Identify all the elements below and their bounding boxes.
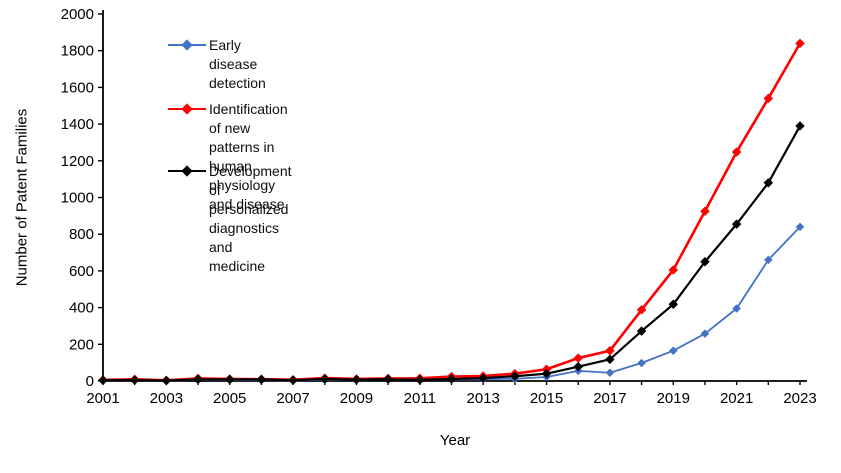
data-point-marker [636,326,647,336]
data-point-marker [668,265,679,275]
data-point-marker [510,371,520,382]
x-tick-label: 2001 [86,390,119,407]
data-point-marker [319,374,330,384]
data-point-marker [541,368,552,379]
x-axis-title: Year [439,432,471,449]
y-tick-label: 200 [69,336,94,353]
data-point-marker [573,361,584,372]
data-point-marker [161,375,172,386]
data-point-marker [763,177,774,188]
y-tick-label: 1400 [61,116,94,133]
y-tick-label: 600 [69,263,94,280]
y-axis-title: Number of Patent Families [13,108,31,287]
y-tick-label: 1000 [61,190,94,207]
data-point-marker [731,147,742,157]
data-point-marker [129,375,140,385]
legend-marker-blue [168,36,206,54]
legend-label: Development of personalized diagnostics … [209,163,292,274]
legend-item-new-patterns: Identification of new patterns in human … [168,100,288,214]
data-point-marker [668,346,678,356]
y-tick-label: 1200 [61,153,94,170]
y-tick-label: 400 [69,300,94,317]
x-tick-label: 2021 [720,390,753,407]
data-point-marker [637,358,646,368]
data-point-marker [732,304,741,313]
data-point-marker [795,222,805,232]
legend-label: Identification of new patterns in human … [209,101,288,212]
data-point-marker [478,373,489,383]
x-tick-label: 2019 [657,390,690,407]
data-point-marker [383,374,393,385]
x-tick-label: 2015 [530,390,563,407]
data-point-marker [795,38,805,49]
y-tick-label: 1800 [61,43,94,60]
y-tick-label: 800 [69,226,94,243]
legend-marker-black [168,162,206,180]
data-point-marker [351,374,362,385]
x-tick-label: 2003 [150,390,183,407]
y-tick-label: 2000 [61,6,94,23]
legend-label: Early disease detection [209,37,266,91]
y-tick-label: 0 [86,373,94,390]
data-point-marker [446,374,457,384]
data-point-marker [731,219,742,229]
diamond-marker-icon [181,103,193,115]
diamond-marker-icon [181,165,193,177]
x-tick-label: 2011 [404,390,436,407]
data-point-marker [573,353,584,363]
y-tick-label: 1600 [61,79,94,96]
x-tick-label: 2023 [783,390,816,407]
legend-item-early-disease-detection: Early disease detection [168,36,266,93]
data-point-marker [98,375,108,386]
data-point-marker [795,121,805,131]
data-point-marker [668,299,679,310]
x-tick-label: 2013 [466,390,499,407]
data-point-marker [414,375,425,385]
data-point-marker [224,374,235,385]
x-tick-label: 2007 [276,390,309,407]
data-point-marker [605,368,615,378]
x-tick-label: 2009 [340,390,373,407]
x-tick-label: 2017 [593,390,626,407]
data-point-marker [700,256,710,267]
data-point-marker [256,374,267,385]
diamond-marker-icon [181,39,193,51]
data-point-marker [763,93,774,104]
data-point-marker [700,206,710,217]
data-point-marker [763,255,773,265]
x-tick-label: 2005 [213,390,246,407]
data-point-marker [605,354,615,365]
legend-item-personalized-diagnostics: Development of personalized diagnostics … [168,162,292,276]
data-point-marker [636,304,647,315]
data-point-marker [193,374,203,385]
data-point-marker [288,375,298,386]
data-point-marker [700,329,710,339]
legend-marker-red [168,100,206,118]
